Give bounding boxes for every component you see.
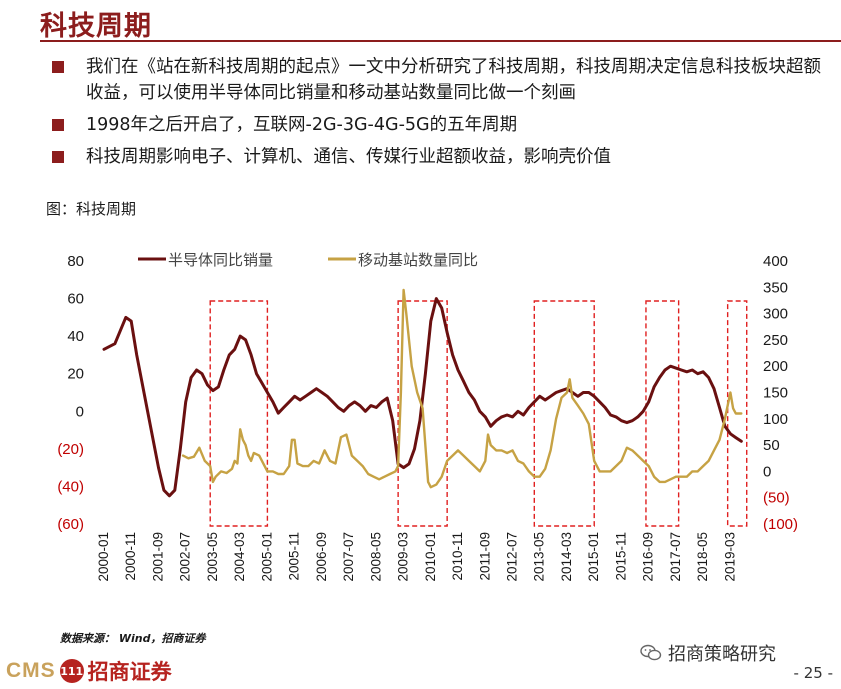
y-right-tick-label: 200: [763, 358, 788, 375]
x-tick-label: 2006-09: [314, 532, 329, 582]
highlight-period-box: [209, 300, 269, 527]
logo-badge-icon: 111: [59, 659, 84, 683]
x-tick-label: 2000-01: [96, 532, 111, 582]
y-left-tick-label: (20): [57, 441, 84, 458]
bullet-square-icon: [52, 119, 64, 131]
y-left-tick-label: (60): [57, 516, 84, 533]
y-left-tick-label: 0: [76, 403, 84, 420]
x-tick-label: 2014-03: [559, 532, 574, 582]
y-right-tick-label: 0: [763, 463, 771, 480]
bullet-text: 1998年之后开启了，互联网-2G-3G-4G-5G的五年周期: [86, 115, 518, 135]
y-right-tick-label: 400: [763, 253, 788, 270]
highlight-period-box: [397, 300, 448, 527]
logo-cms-text: CMS: [6, 659, 56, 682]
y-right-tick-label: (100): [763, 516, 798, 533]
legend-semiconductor-label: 半导体同比销量: [168, 251, 273, 269]
y-right-tick-label: 250: [763, 332, 788, 349]
y-right-tick-label: 150: [763, 385, 788, 402]
brand-logo: CMS 111 招商证券: [6, 656, 172, 686]
x-tick-label: 2019-03: [722, 532, 737, 582]
y-left-tick-label: 40: [67, 328, 84, 345]
x-tick-label: 2003-05: [205, 532, 220, 582]
y-right-tick-label: 100: [763, 411, 788, 428]
wechat-account-name: 招商策略研究: [668, 644, 776, 665]
y-right-tick-label: (50): [763, 490, 790, 507]
y-left-tick-label: 60: [67, 291, 84, 308]
bullet-item: 1998年之后开启了，互联网-2G-3G-4G-5G的五年周期: [48, 112, 838, 138]
x-tick-label: 2017-07: [668, 532, 683, 582]
bullet-text: 我们在《站在新科技周期的起点》一文中分析研究了科技周期，科技周期决定信息科技板块…: [86, 57, 821, 103]
y-left-tick-label: 80: [67, 253, 84, 270]
semiconductor-series-line: [102, 297, 743, 498]
x-tick-label: 2016-09: [641, 532, 656, 582]
highlight-period-box: [726, 300, 748, 527]
x-tick-label: 2001-09: [150, 532, 165, 582]
x-tick-label: 2012-07: [505, 532, 520, 582]
legend-base-station-label: 移动基站数量同比: [358, 251, 478, 269]
highlight-period-box: [645, 300, 680, 527]
base-station-series-line: [181, 288, 743, 489]
x-tick-label: 2004-03: [232, 532, 247, 582]
x-tick-label: 2002-07: [178, 532, 193, 582]
x-tick-label: 2005-01: [259, 532, 274, 582]
x-tick-label: 2008-05: [368, 532, 383, 582]
x-tick-label: 2013-05: [532, 532, 547, 582]
bullet-text: 科技周期影响电子、计算机、通信、传媒行业超额收益，影响壳价值: [86, 147, 611, 167]
wechat-icon: [640, 644, 662, 661]
figure-caption: 图：科技周期: [46, 200, 137, 218]
logo-brand-cn: 招商证券: [87, 659, 172, 684]
x-tick-label: 2010-01: [423, 532, 438, 582]
y-right-tick-label: 350: [763, 279, 788, 296]
x-tick-label: 2005-11: [287, 532, 302, 581]
highlight-period-box: [533, 300, 595, 527]
y-left-tick-label: (40): [57, 478, 84, 495]
bullet-item: 科技周期影响电子、计算机、通信、传媒行业超额收益，影响壳价值: [48, 144, 838, 170]
y-left-tick-label: 20: [67, 366, 84, 383]
page-number: - 25 -: [793, 664, 833, 682]
bullet-item: 我们在《站在新科技周期的起点》一文中分析研究了科技周期，科技周期决定信息科技板块…: [48, 54, 838, 106]
bullet-square-icon: [52, 61, 64, 73]
x-tick-label: 2010-11: [450, 532, 465, 581]
x-tick-label: 2007-07: [341, 532, 356, 582]
wechat-account: 招商策略研究: [640, 640, 776, 666]
title-rule: [40, 40, 841, 42]
x-tick-label: 2011-09: [477, 532, 492, 581]
x-tick-label: 2009-03: [396, 532, 411, 582]
page-title: 科技周期: [40, 11, 152, 42]
y-right-tick-label: 50: [763, 437, 780, 454]
x-tick-label: 2015-01: [586, 532, 601, 582]
bullet-square-icon: [52, 151, 64, 163]
y-right-tick-label: 300: [763, 306, 788, 323]
x-tick-label: 2018-05: [695, 532, 710, 582]
source-note: 数据来源： Wind，招商证券: [60, 632, 206, 645]
x-tick-label: 2000-11: [123, 532, 138, 581]
bullet-list: 我们在《站在新科技周期的起点》一文中分析研究了科技周期，科技周期决定信息科技板块…: [48, 54, 838, 176]
tech-cycle-chart: 806040200(20)(40)(60)4003503002502001501…: [57, 251, 798, 582]
x-tick-label: 2015-11: [613, 532, 628, 581]
